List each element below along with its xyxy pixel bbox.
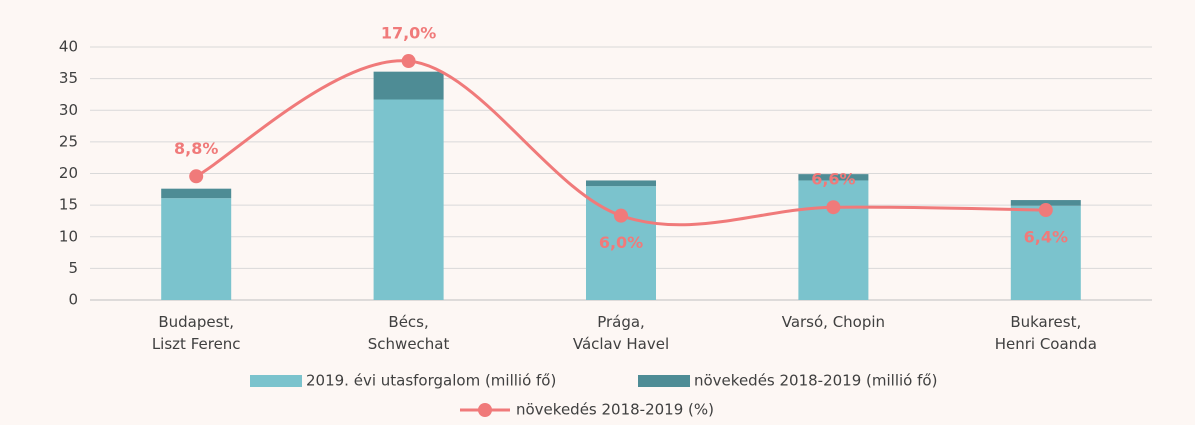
x-tick-line: Liszt Ferenc	[152, 335, 241, 353]
bar	[161, 198, 232, 300]
bar	[373, 71, 444, 100]
y-tick-label: 15	[59, 196, 78, 214]
data-label: 6,6%	[811, 170, 855, 189]
x-tick-label: Bukarest, Henri Coanda	[995, 313, 1097, 353]
x-tick-label: Varsó, Chopin	[782, 313, 885, 331]
bar	[1010, 205, 1081, 300]
line-marker	[1038, 203, 1053, 218]
x-tick-line: Bukarest,	[1010, 313, 1081, 331]
line	[195, 59, 1046, 227]
y-tick-label: 40	[59, 38, 78, 56]
legend-swatch	[250, 375, 302, 387]
bar	[798, 174, 869, 181]
x-tick-label: Prága, Václav Havel	[573, 313, 669, 353]
legend-label: növekedés 2018-2019 (millió fő)	[694, 372, 937, 390]
y-tick-label: 5	[68, 259, 78, 277]
x-tick-line: Bécs,	[388, 313, 428, 331]
x-tick-line: Prága,	[597, 313, 645, 331]
x-tick-line: Václav Havel	[573, 335, 669, 353]
x-tick-line: Schwechat	[368, 335, 450, 353]
y-tick-label: 25	[59, 132, 78, 150]
y-tick-label: 0	[68, 291, 78, 309]
line-marker	[614, 208, 628, 223]
data-label: 8,8%	[174, 139, 218, 158]
legend-marker	[478, 403, 492, 417]
x-tick-label: Budapest, Liszt Ferenc	[152, 313, 241, 353]
legend-swatch	[638, 375, 690, 387]
y-tick-label: 10	[59, 227, 78, 245]
x-tick-line: Varsó, Chopin	[782, 313, 885, 331]
x-tick-label: Bécs, Schwechat	[368, 313, 450, 353]
legend-label: növekedés 2018-2019 (%)	[516, 401, 714, 419]
line-marker	[401, 54, 416, 69]
x-tick-line: Budapest,	[158, 313, 234, 331]
bar	[373, 99, 444, 300]
data-label: 6,0%	[599, 233, 643, 252]
y-tick-label: 30	[59, 101, 78, 119]
data-label: 6,4%	[1024, 228, 1068, 247]
bar	[1010, 200, 1081, 206]
line-marker	[189, 169, 204, 184]
y-tick-label: 20	[59, 164, 78, 182]
bar	[586, 180, 656, 187]
legend-label: 2019. évi utasforgalom (millió fő)	[306, 372, 556, 390]
line-marker	[826, 200, 841, 215]
bar	[161, 188, 232, 199]
x-tick-line: Henri Coanda	[995, 335, 1097, 353]
data-label: 17,0%	[381, 24, 437, 43]
bar	[798, 180, 869, 300]
y-tick-label: 35	[59, 69, 78, 87]
